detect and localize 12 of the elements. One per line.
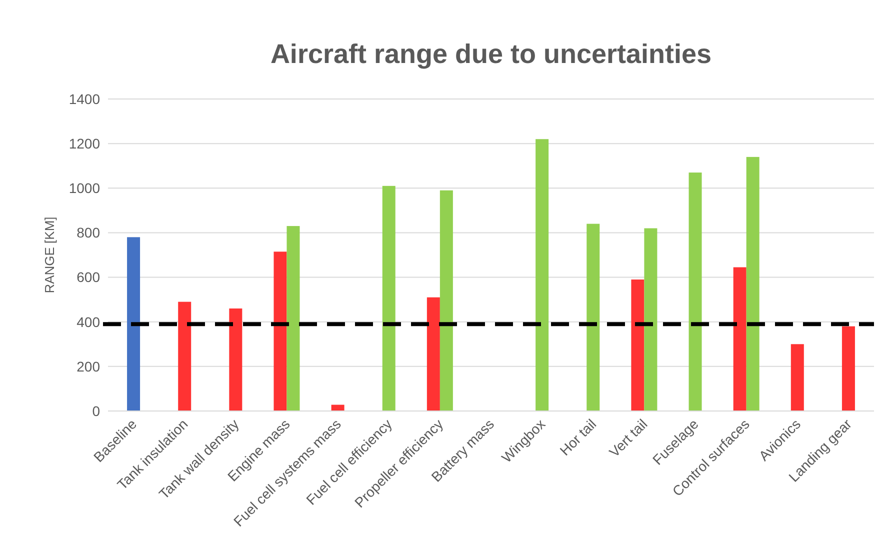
chart-title: Aircraft range due to uncertainties — [270, 39, 712, 69]
y-tick-label: 0 — [92, 402, 100, 419]
x-tick-label: Vert tail — [606, 416, 650, 460]
y-tick-label: 200 — [76, 358, 100, 374]
y-tick-label: 400 — [76, 314, 100, 330]
x-tick-label: Hor tail — [556, 416, 600, 458]
y-tick-label: 1200 — [68, 135, 100, 152]
y-tick-label: 1400 — [68, 90, 100, 107]
y-axis-title: RANGE [KM] — [42, 216, 57, 294]
y-tick-label: 800 — [76, 224, 100, 241]
y-tick-label: 600 — [76, 269, 100, 286]
y-tick-label: 1000 — [68, 180, 100, 196]
